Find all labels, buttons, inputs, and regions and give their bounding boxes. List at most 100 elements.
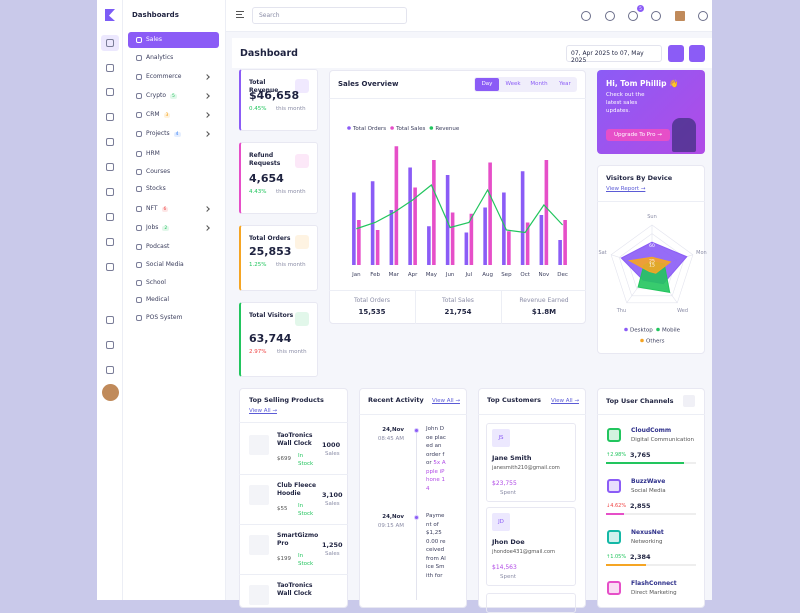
rail-icon[interactable] — [106, 88, 114, 96]
activity-text: John Doe placed an order for 5x Apple iP… — [426, 425, 446, 493]
stat-note: this month — [277, 349, 307, 355]
stat-card: Refund Requests 4,654 4.43% this month — [239, 142, 318, 214]
rail-icon[interactable] — [106, 64, 114, 72]
stat-change: 4.43% — [249, 189, 267, 195]
menu-item[interactable]: Ecommerce — [146, 73, 181, 80]
menu-toggle[interactable] — [236, 11, 244, 18]
channel-change: ↑2.98% — [606, 452, 627, 458]
stat-title: Total Visitors — [249, 312, 294, 319]
view-report[interactable]: View Report → — [606, 186, 646, 192]
timeline-dot — [414, 428, 419, 433]
menu-item[interactable]: Social Media — [146, 261, 184, 268]
menu-item[interactable]: POS System — [146, 314, 182, 321]
channel-category: Social Media — [631, 488, 666, 494]
legend-dot — [656, 327, 660, 332]
rail-icon[interactable] — [106, 213, 114, 221]
menu-active[interactable] — [128, 32, 219, 48]
menu-item[interactable]: NFT 6 — [146, 205, 169, 212]
menu-item[interactable]: Podcast — [146, 243, 169, 250]
top-icon[interactable] — [698, 11, 708, 21]
tab[interactable]: Year — [559, 81, 571, 87]
menu-label: Courses — [146, 168, 171, 175]
summary-label: Total Orders — [353, 297, 391, 304]
channel-value: 2,855 — [630, 502, 651, 510]
customer-amount: $14,563 — [492, 564, 517, 571]
refresh-button[interactable] — [668, 45, 684, 62]
menu-label: POS System — [146, 314, 183, 321]
menu-icon — [136, 225, 142, 231]
sidebar — [123, 0, 226, 600]
menu-item[interactable]: Analytics — [146, 54, 173, 61]
tab[interactable]: Day — [475, 78, 499, 91]
menu-item[interactable]: Crypto 5 — [146, 92, 177, 99]
rail-icon[interactable] — [106, 188, 114, 196]
revenue-line — [356, 184, 564, 234]
rail-icon[interactable] — [106, 341, 114, 349]
x-tick-label: Jan — [351, 272, 361, 278]
stat-card: Total Orders 25,853 1.25% this month — [239, 225, 318, 291]
view-all[interactable]: View All → — [249, 408, 277, 414]
menu-label: School — [146, 279, 166, 286]
notification-badge: 5 — [637, 5, 644, 12]
bar — [502, 192, 506, 265]
divider — [501, 290, 502, 324]
filter-button[interactable] — [689, 45, 705, 62]
product-sales: 1000 — [322, 441, 341, 449]
icon-rail — [97, 0, 123, 600]
menu-badge: 3 — [163, 113, 171, 118]
menu-item[interactable]: Jobs 2 — [146, 224, 170, 231]
rail-icon[interactable] — [106, 366, 114, 374]
stat-icon — [295, 312, 309, 326]
channel-change: ↑1.05% — [606, 554, 627, 560]
view-all[interactable]: View All → — [432, 398, 460, 404]
bar — [563, 220, 567, 265]
tab[interactable]: Month — [530, 81, 548, 87]
menu-badge: 6 — [161, 207, 169, 212]
menu-item[interactable]: HRM — [146, 150, 160, 157]
channel-category: Digital Communication — [631, 437, 694, 443]
upgrade-button[interactable]: Upgrade To Pro → — [606, 129, 670, 141]
channel-icon — [607, 428, 621, 442]
timeline-dot — [414, 515, 419, 520]
menu-item[interactable]: Stocks — [146, 185, 166, 192]
menu-item[interactable]: CRM 3 — [146, 111, 171, 118]
radar-value-label: 60 — [649, 243, 655, 249]
activity-body: Payment of $1,250.00 received from Alice… — [426, 513, 446, 579]
menu-item[interactable]: Sales — [146, 36, 162, 43]
date-range[interactable]: 07, Apr 2025 to 07, May 2025 — [566, 45, 662, 64]
top-icon[interactable] — [675, 11, 685, 21]
divider — [239, 574, 348, 575]
rail-active[interactable] — [101, 35, 119, 51]
rail-icon[interactable] — [106, 138, 114, 146]
divider — [597, 414, 705, 415]
menu-item[interactable]: Projects 4 — [146, 130, 181, 137]
menu-item[interactable]: Courses — [146, 168, 170, 175]
bar — [488, 162, 492, 265]
menu-item[interactable]: School — [146, 279, 166, 286]
x-tick-label: Jun — [445, 272, 455, 278]
search-box[interactable]: Search — [252, 7, 407, 24]
rail-icon[interactable] — [106, 316, 114, 324]
rail-icon[interactable] — [106, 263, 114, 271]
rail-icon[interactable] — [106, 238, 114, 246]
menu-label: Crypto — [146, 92, 167, 99]
more-button[interactable] — [683, 395, 695, 407]
promo-greeting: Hi, Tom Phillip 👋 — [606, 79, 679, 88]
top-icon[interactable] — [581, 11, 591, 21]
user-avatar[interactable] — [102, 384, 119, 401]
top-icon[interactable] — [651, 11, 661, 21]
top-icon[interactable] — [628, 11, 638, 21]
channel-change: ↓4.62% — [606, 503, 627, 509]
view-all[interactable]: View All → — [551, 398, 579, 404]
product-price: $55 — [277, 506, 288, 512]
x-tick-label: Jul — [465, 272, 473, 278]
divider — [359, 414, 467, 415]
top-icon[interactable] — [605, 11, 615, 21]
x-tick-label: Nov — [539, 272, 550, 278]
rail-icon[interactable] — [106, 113, 114, 121]
rail-icon[interactable] — [106, 39, 114, 47]
radar-axis-label: Sat — [598, 250, 606, 256]
menu-item[interactable]: Medical — [146, 296, 169, 303]
rail-icon[interactable] — [106, 163, 114, 171]
tab[interactable]: Week — [505, 81, 521, 87]
